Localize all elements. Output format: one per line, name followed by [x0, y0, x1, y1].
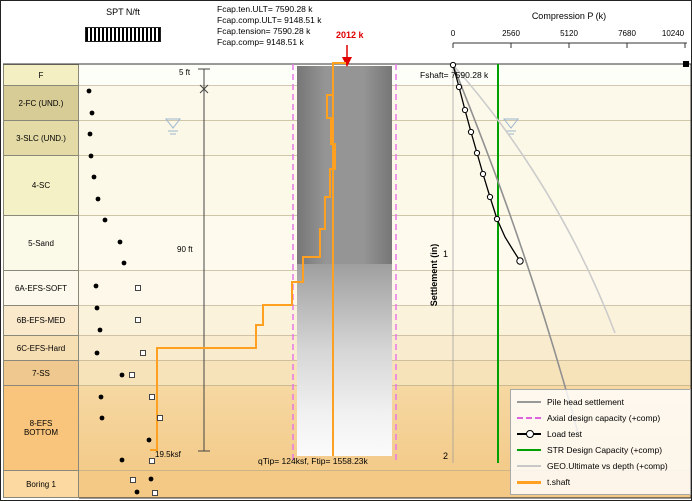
soil-layer: 2-FC (UND.) — [3, 86, 79, 121]
fshaft-label: Fshaft= 7590.28 k — [420, 70, 489, 80]
legend-swatch — [517, 445, 541, 455]
soil-layer: 5-Sand — [3, 216, 79, 271]
settlement-tick-label: 2 — [442, 451, 448, 461]
soil-layer-label: 7-SS — [32, 368, 50, 378]
soil-layer: 7-SS — [3, 361, 79, 386]
soil-layer-label: 2-FC (UND.) — [18, 98, 64, 108]
capacity-line: Fcap.tension= 7590.28 k — [217, 26, 311, 36]
legend: Pile head settlement Axial design capaci… — [510, 389, 691, 495]
spt-scale-bar — [85, 27, 161, 42]
soil-layer: Boring 1 — [3, 471, 79, 498]
legend-item-str-design-capacity: STR Design Capacity (+comp) — [517, 442, 684, 458]
capacity-line: Fcap.comp.ULT= 9148.51 k — [217, 15, 322, 25]
soil-layer-label: 6B-EFS-MED — [16, 316, 66, 325]
tip-capacity-label: qTip= 124ksf, Ftip= 1558.23k — [258, 456, 368, 466]
legend-swatch — [517, 477, 541, 487]
soil-layer-label: 6A-EFS-SOFT — [14, 283, 67, 293]
compression-axis — [452, 42, 687, 48]
legend-item-geo-ultimate: GEO.Ultimate vs depth (+comp) — [517, 458, 684, 474]
legend-swatch — [517, 413, 541, 423]
soil-layer: 4-SC — [3, 156, 79, 216]
soil-layer-label: 4-SC — [31, 181, 51, 190]
pile-shaft-upper — [297, 66, 392, 264]
axis-tick-label: 0 — [450, 29, 456, 38]
spt-axis-title: SPT N/ft — [106, 7, 140, 17]
soil-layer-label: 6C-EFS-Hard — [16, 343, 66, 353]
soil-layer: 6B-EFS-MED — [3, 306, 79, 336]
axis-tick-label: 5120 — [560, 29, 578, 38]
pile-shaft-lower — [297, 264, 392, 456]
axis-tick-label: 10240 — [661, 29, 685, 38]
soil-layer: 8-EFS BOTTOM — [3, 386, 79, 471]
soil-layer: 3-SLC (UND.) — [3, 121, 79, 156]
bottom-friction-label: 19.5ksf — [155, 450, 181, 459]
legend-swatch — [517, 429, 541, 439]
soil-layer-label: F — [38, 70, 44, 80]
settlement-tick-label: 1 — [442, 249, 448, 259]
soil-layer-label: 8-EFS BOTTOM — [23, 419, 59, 437]
legend-label: Pile head settlement — [547, 397, 625, 407]
depth-label-main: 90 ft — [177, 245, 193, 254]
applied-load-label: 2012 k — [336, 30, 364, 40]
soil-layer: 6A-EFS-SOFT — [3, 271, 79, 306]
compression-axis-title: Compression P (k) — [531, 11, 607, 21]
soil-layer-label: 5-Sand — [28, 238, 54, 248]
legend-label: t.shaft — [547, 477, 571, 487]
axis-tick-label: 2560 — [502, 29, 520, 38]
capacity-line: Fcap.comp= 9148.51 k — [217, 37, 304, 47]
legend-label: Axial design capacity (+comp) — [547, 413, 661, 423]
depth-label-top: 5 ft — [179, 68, 191, 77]
legend-label: STR Design Capacity (+comp) — [547, 445, 663, 455]
legend-label: GEO.Ultimate vs depth (+comp) — [547, 461, 668, 471]
settlement-axis-title: Settlement (in) — [429, 243, 439, 307]
capacity-summary: Fcap.ten.ULT= 7590.28 k Fcap.comp.ULT= 9… — [217, 4, 322, 48]
legend-swatch — [517, 461, 541, 471]
legend-item-load-test: Load test — [517, 426, 684, 442]
legend-label: Load test — [547, 429, 582, 439]
legend-item-pile-head-settlement: Pile head settlement — [517, 394, 684, 410]
soil-layer: 6C-EFS-Hard — [3, 336, 79, 361]
legend-item-tshaft: t.shaft — [517, 474, 684, 490]
capacity-line: Fcap.ten.ULT= 7590.28 k — [217, 4, 313, 14]
soil-layer: F — [3, 64, 79, 86]
legend-item-axial-design-capacity: Axial design capacity (+comp) — [517, 410, 684, 426]
soil-layer-label: Boring 1 — [26, 479, 56, 489]
axis-tick-label: 7680 — [618, 29, 636, 38]
legend-swatch — [517, 397, 541, 407]
boring-log-column: F 2-FC (UND.) 3-SLC (UND.) 4-SC 5-Sand 6… — [3, 64, 79, 498]
soil-layer-label: 3-SLC (UND.) — [16, 133, 66, 143]
